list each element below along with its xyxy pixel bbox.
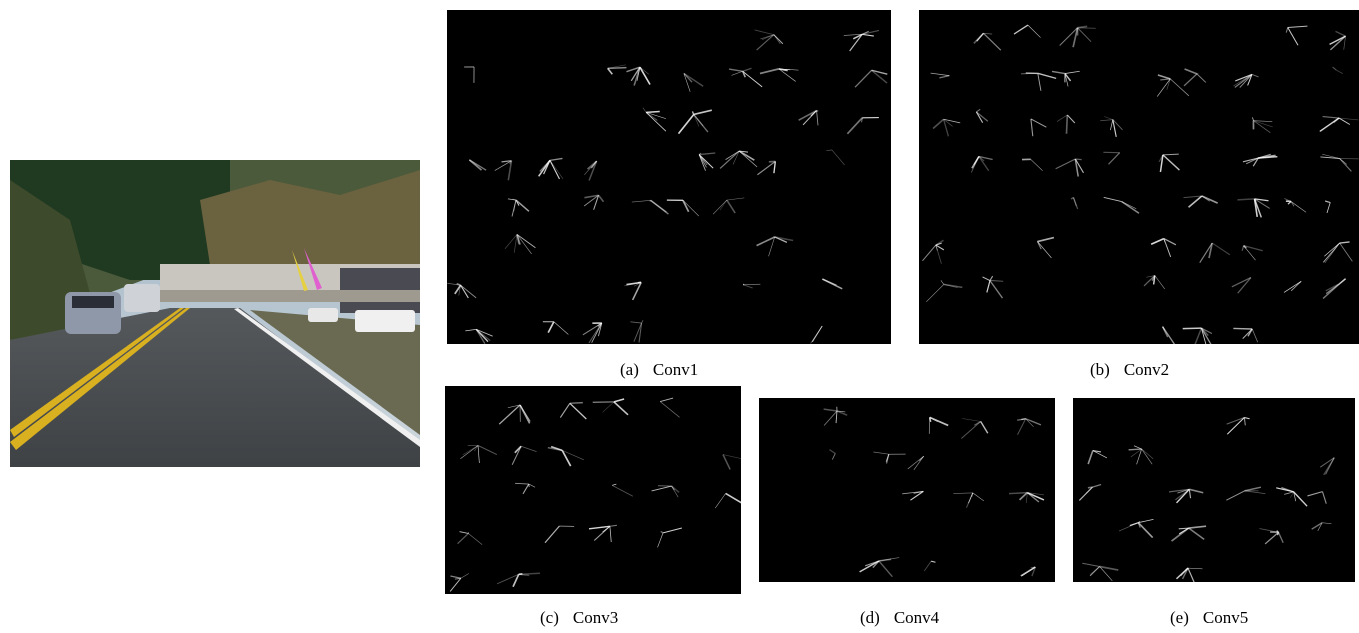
input-road-image xyxy=(10,160,420,467)
caption-name: Conv3 xyxy=(572,608,619,627)
caption-letter: (b) xyxy=(1090,360,1110,379)
caption-letter: (e) xyxy=(1170,608,1189,627)
caption-conv5: (e) Conv5 xyxy=(1170,608,1248,628)
caption-name: Conv1 xyxy=(652,360,699,379)
caption-conv3: (c) Conv3 xyxy=(540,608,618,628)
feature-map-conv2 xyxy=(919,10,1359,344)
feature-map-conv3 xyxy=(445,386,741,594)
feature-map-conv4 xyxy=(759,398,1055,582)
caption-conv1: (a) Conv1 xyxy=(620,360,698,380)
caption-letter: (d) xyxy=(860,608,880,627)
caption-letter: (c) xyxy=(540,608,559,627)
caption-letter: (a) xyxy=(620,360,639,379)
caption-conv2: (b) Conv2 xyxy=(1090,360,1169,380)
feature-map-conv5 xyxy=(1073,398,1355,582)
feature-map-conv1 xyxy=(447,10,891,344)
caption-name: Conv5 xyxy=(1202,608,1249,627)
caption-name: Conv4 xyxy=(893,608,940,627)
caption-name: Conv2 xyxy=(1123,360,1170,379)
caption-conv4: (d) Conv4 xyxy=(860,608,939,628)
